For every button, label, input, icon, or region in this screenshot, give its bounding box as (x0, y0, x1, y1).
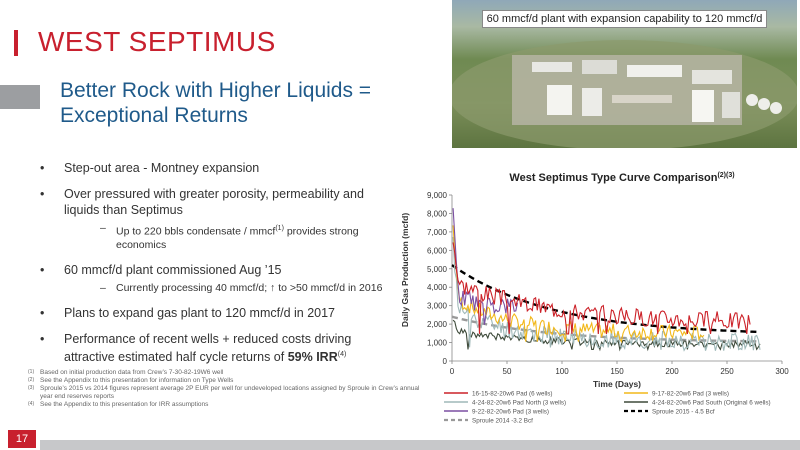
chart-title: West Septimus Type Curve Comparison(2)(3… (509, 172, 734, 184)
page-title: WEST SEPTIMUS (38, 26, 276, 57)
footnote-1: (1) Based on initial production data from… (28, 369, 428, 377)
x-axis-label: Time (Days) (593, 379, 641, 389)
sub-bullet-condensate-text-end: provides strong economics (116, 225, 359, 251)
footnote-2: (2) See the Appendix to this presentation… (28, 377, 428, 385)
bullet-over-pressured-text: Over pressured with greater porosity, pe… (64, 187, 364, 217)
legend-label: Sproule 2015 - 4.5 Bcf (652, 409, 715, 416)
y-tick-label: 3,000 (427, 302, 448, 311)
sub-bullet-processing: Currently processing 40 mmcf/d; ↑ to >50… (64, 282, 400, 295)
series-line (452, 236, 761, 352)
chart-title-footnote-ref: (2)(3) (717, 172, 734, 179)
bullet-step-out: Step-out area - Montney expansion (40, 160, 400, 176)
subtitle-line-2: Exceptional Returns (60, 104, 248, 127)
footnote-3: (3) Sproule’s 2015 vs 2014 figures repres… (28, 385, 428, 401)
footnote-number: (4) (28, 401, 35, 407)
type-curve-chart: West Septimus Type Curve Comparison(2)(3… (400, 172, 789, 425)
footnote-number: (2) (28, 377, 35, 383)
page-subtitle: Better Rock with Higher Liquids = Except… (60, 78, 420, 128)
bullet-expand-plant: Plans to expand gas plant to 120 mmcf/d … (40, 305, 400, 321)
title-accent-bar (14, 30, 18, 56)
x-tick-label: 0 (450, 367, 455, 376)
footnote-text: See the Appendix to this presentation fo… (40, 401, 209, 408)
footnote-text: Sproule’s 2015 vs 2014 figures represent… (40, 385, 420, 400)
footnote-number: (3) (28, 385, 35, 391)
x-tick-label: 150 (610, 367, 624, 376)
legend-label: 4-24-82-20w6 Pad South (Original 6 wells… (652, 400, 771, 407)
series-line (452, 242, 751, 335)
y-tick-label: 0 (443, 357, 448, 366)
footnote-text: Based on initial production data from Cr… (40, 369, 224, 376)
y-tick-label: 7,000 (427, 228, 448, 237)
chart-title-text: West Septimus Type Curve Comparison (509, 172, 717, 184)
chart-legend: 16-15-82-20w6 Pad (6 wells) 9-17-82-20w6 … (444, 391, 771, 425)
y-axis-label: Daily Gas Production (mcfd) (400, 213, 410, 327)
sub-bullet-condensate-text: Up to 220 bbls condensate / mmcf (116, 225, 276, 238)
footnote-ref-4: (4) (337, 350, 347, 358)
photo-caption: 60 mmcf/d plant with expansion capabilit… (482, 10, 767, 28)
bullet-plant-commissioned-text: 60 mmcf/d plant commissioned Aug ’15 (64, 262, 282, 277)
legend-label: 4-24-82-20w6 Pad North (3 wells) (472, 400, 566, 407)
subtitle-line-1: Better Rock with Higher Liquids = (60, 79, 372, 102)
footnotes: (1) Based on initial production data from… (28, 369, 428, 409)
gas-plant-illustration (452, 40, 797, 148)
footnote-4: (4) See the Appendix to this presentation… (28, 401, 428, 409)
legend-label: 9-22-82-20w6 Pad (3 wells) (472, 409, 549, 416)
x-tick-label: 50 (503, 367, 512, 376)
footnote-text: See the Appendix to this presentation fo… (40, 377, 234, 384)
y-tick-label: 6,000 (427, 246, 448, 255)
footnote-number: (1) (28, 369, 35, 375)
footnote-ref-1: (1) (275, 225, 284, 232)
y-tick-label: 9,000 (427, 191, 448, 200)
chart-axes: 0 1,000 2,000 3,000 4,000 5,000 6,000 7,000 8,00… (427, 191, 789, 376)
legend-label: 9-17-82-20w6 Pad (3 wells) (652, 391, 729, 398)
y-tick-label: 1,000 (427, 339, 448, 348)
sub-bullet-condensate: Up to 220 bbls condensate / mmcf(1) prov… (64, 222, 400, 252)
bullet-over-pressured: Over pressured with greater porosity, pe… (40, 186, 400, 252)
x-tick-label: 250 (720, 367, 734, 376)
footer-bar (40, 440, 800, 450)
y-tick-label: 2,000 (427, 320, 448, 329)
irr-value: 59% IRR (287, 349, 338, 364)
series-line (452, 225, 705, 344)
y-tick-label: 4,000 (427, 283, 448, 292)
x-tick-label: 100 (555, 367, 569, 376)
bullet-performance: Performance of recent wells + reduced co… (40, 331, 400, 365)
subtitle-accent-tab (0, 85, 40, 109)
legend-label: Sproule 2014 -3.2 Bcf (472, 418, 533, 425)
x-tick-label: 300 (775, 367, 789, 376)
legend-label: 16-15-82-20w6 Pad (6 wells) (472, 391, 553, 398)
page-number: 17 (8, 430, 36, 448)
y-tick-label: 8,000 (427, 209, 448, 218)
gas-plant-photo: 60 mmcf/d plant with expansion capabilit… (452, 0, 797, 148)
bullet-performance-text: Performance of recent wells + reduced co… (64, 331, 352, 364)
bullet-plant-commissioned: 60 mmcf/d plant commissioned Aug ’15 Cur… (40, 262, 400, 295)
y-tick-label: 5,000 (427, 265, 448, 274)
x-tick-label: 200 (665, 367, 679, 376)
bullet-list: Step-out area - Montney expansion Over p… (40, 160, 400, 375)
chart-series (451, 208, 761, 352)
series-line (452, 319, 761, 352)
